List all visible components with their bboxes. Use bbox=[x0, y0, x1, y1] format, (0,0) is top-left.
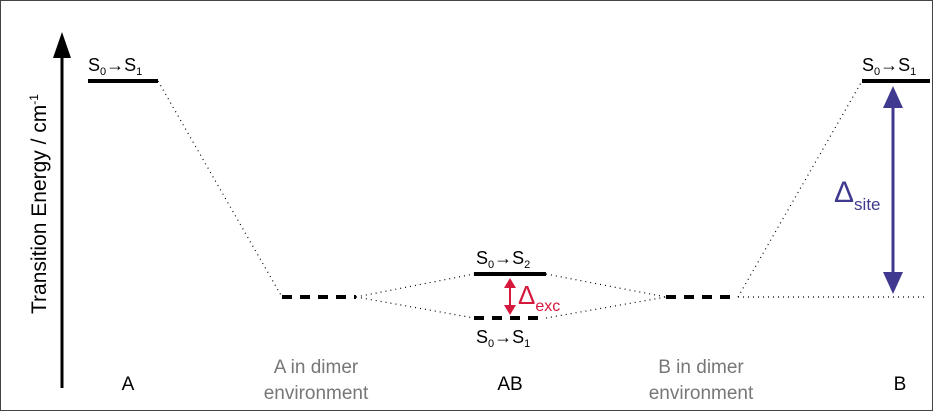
delta-exc-label: Δexc bbox=[518, 280, 560, 315]
y-axis-label: Transition Energy / cm-1 bbox=[27, 94, 51, 314]
label-b-s0-s1: S0→S1 bbox=[862, 55, 916, 78]
connector-a-dimer-to-s2 bbox=[355, 273, 475, 298]
connector-a-dimer-to-s1 bbox=[355, 296, 475, 319]
delta-site-arrow bbox=[883, 86, 903, 294]
column-label-ab: AB bbox=[497, 374, 522, 395]
label-ab-s0-s2: S0→S2 bbox=[476, 248, 530, 271]
column-label-b: B bbox=[894, 374, 907, 395]
column-label-a: A bbox=[122, 374, 135, 395]
connector-s1-to-b-dimer bbox=[545, 296, 667, 319]
column-label-a-dimer-line1: A in dimer bbox=[274, 357, 359, 378]
column-label-b-dimer-line2: environment bbox=[649, 383, 754, 404]
connector-s2-to-b-dimer bbox=[545, 273, 667, 298]
column-label-b-dimer-line1: B in dimer bbox=[658, 357, 744, 378]
column-label-a-dimer-line2: environment bbox=[264, 383, 369, 404]
label-ab-s0-s1: S0→S1 bbox=[476, 327, 530, 350]
delta-site-label: Δsite bbox=[834, 176, 881, 214]
delta-exc-arrow bbox=[504, 278, 516, 315]
label-a-s0-s1: S0→S1 bbox=[88, 55, 142, 78]
y-axis-arrowhead bbox=[53, 32, 71, 58]
connector-a-to-a-dimer bbox=[157, 80, 283, 298]
